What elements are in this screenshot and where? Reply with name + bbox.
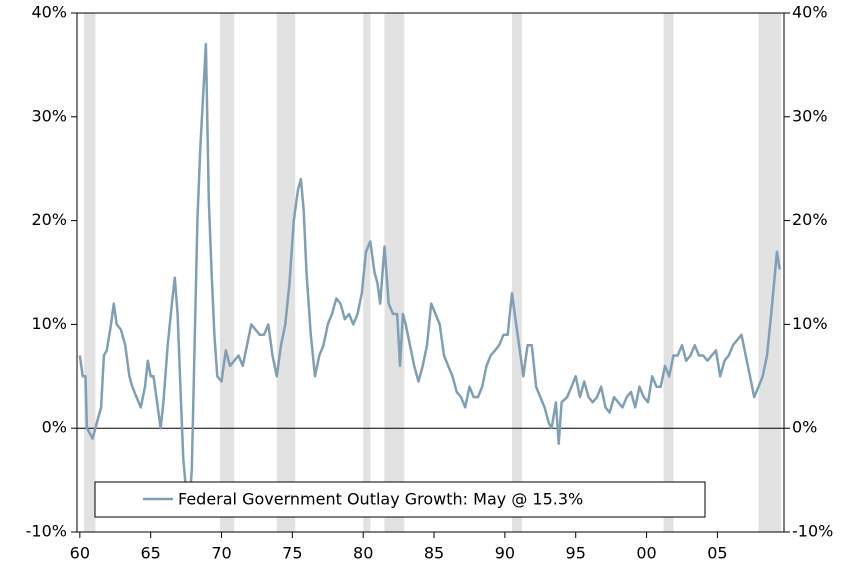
recession-band xyxy=(384,13,405,532)
axes: -10% 0% 10% 20% 30% 40% -10% 0% 10% 20% 30% 40% 60 65… xyxy=(26,3,834,563)
y-tick-label: 30% xyxy=(31,106,67,125)
y-tick-label: 40% xyxy=(31,3,67,22)
recession-band xyxy=(84,13,96,532)
legend-box xyxy=(94,481,706,518)
y-tick-label: 20% xyxy=(31,210,67,229)
recession-band xyxy=(220,13,235,532)
data-line xyxy=(78,42,781,513)
x-tick-label: 75 xyxy=(282,544,302,563)
x-tick-label: 90 xyxy=(495,544,515,563)
lines xyxy=(78,42,781,513)
x-tick-label: 85 xyxy=(424,544,444,563)
y2-tick-label: 30% xyxy=(792,106,828,125)
x-tick-label: 70 xyxy=(211,544,231,563)
y2-tick-label: 0% xyxy=(792,418,817,437)
plot-frame xyxy=(76,12,785,533)
y-tick-label: 0% xyxy=(42,418,67,437)
recession-band xyxy=(276,13,296,532)
x-tick-label: 80 xyxy=(353,544,373,563)
x-tick-label: 65 xyxy=(140,544,160,563)
recession-band xyxy=(363,13,371,532)
recession-shading xyxy=(84,13,782,532)
x-tick-label: 60 xyxy=(70,544,90,563)
y-tick-label: 10% xyxy=(31,314,67,333)
x-tick-label: 95 xyxy=(566,544,586,563)
y2-tick-label: 40% xyxy=(792,3,828,22)
x-tick-label: 00 xyxy=(636,544,656,563)
y2-tick-label: 20% xyxy=(792,210,828,229)
legend-label: Federal Government Outlay Growth: May @ … xyxy=(178,490,583,509)
recession-band xyxy=(663,13,674,532)
y2-tick-label: -10% xyxy=(792,522,833,541)
x-tick-label: 05 xyxy=(707,544,727,563)
y-tick-label: -10% xyxy=(26,522,67,541)
recession-band xyxy=(511,13,522,532)
recession-band xyxy=(758,13,782,532)
y2-tick-label: 10% xyxy=(792,314,828,333)
